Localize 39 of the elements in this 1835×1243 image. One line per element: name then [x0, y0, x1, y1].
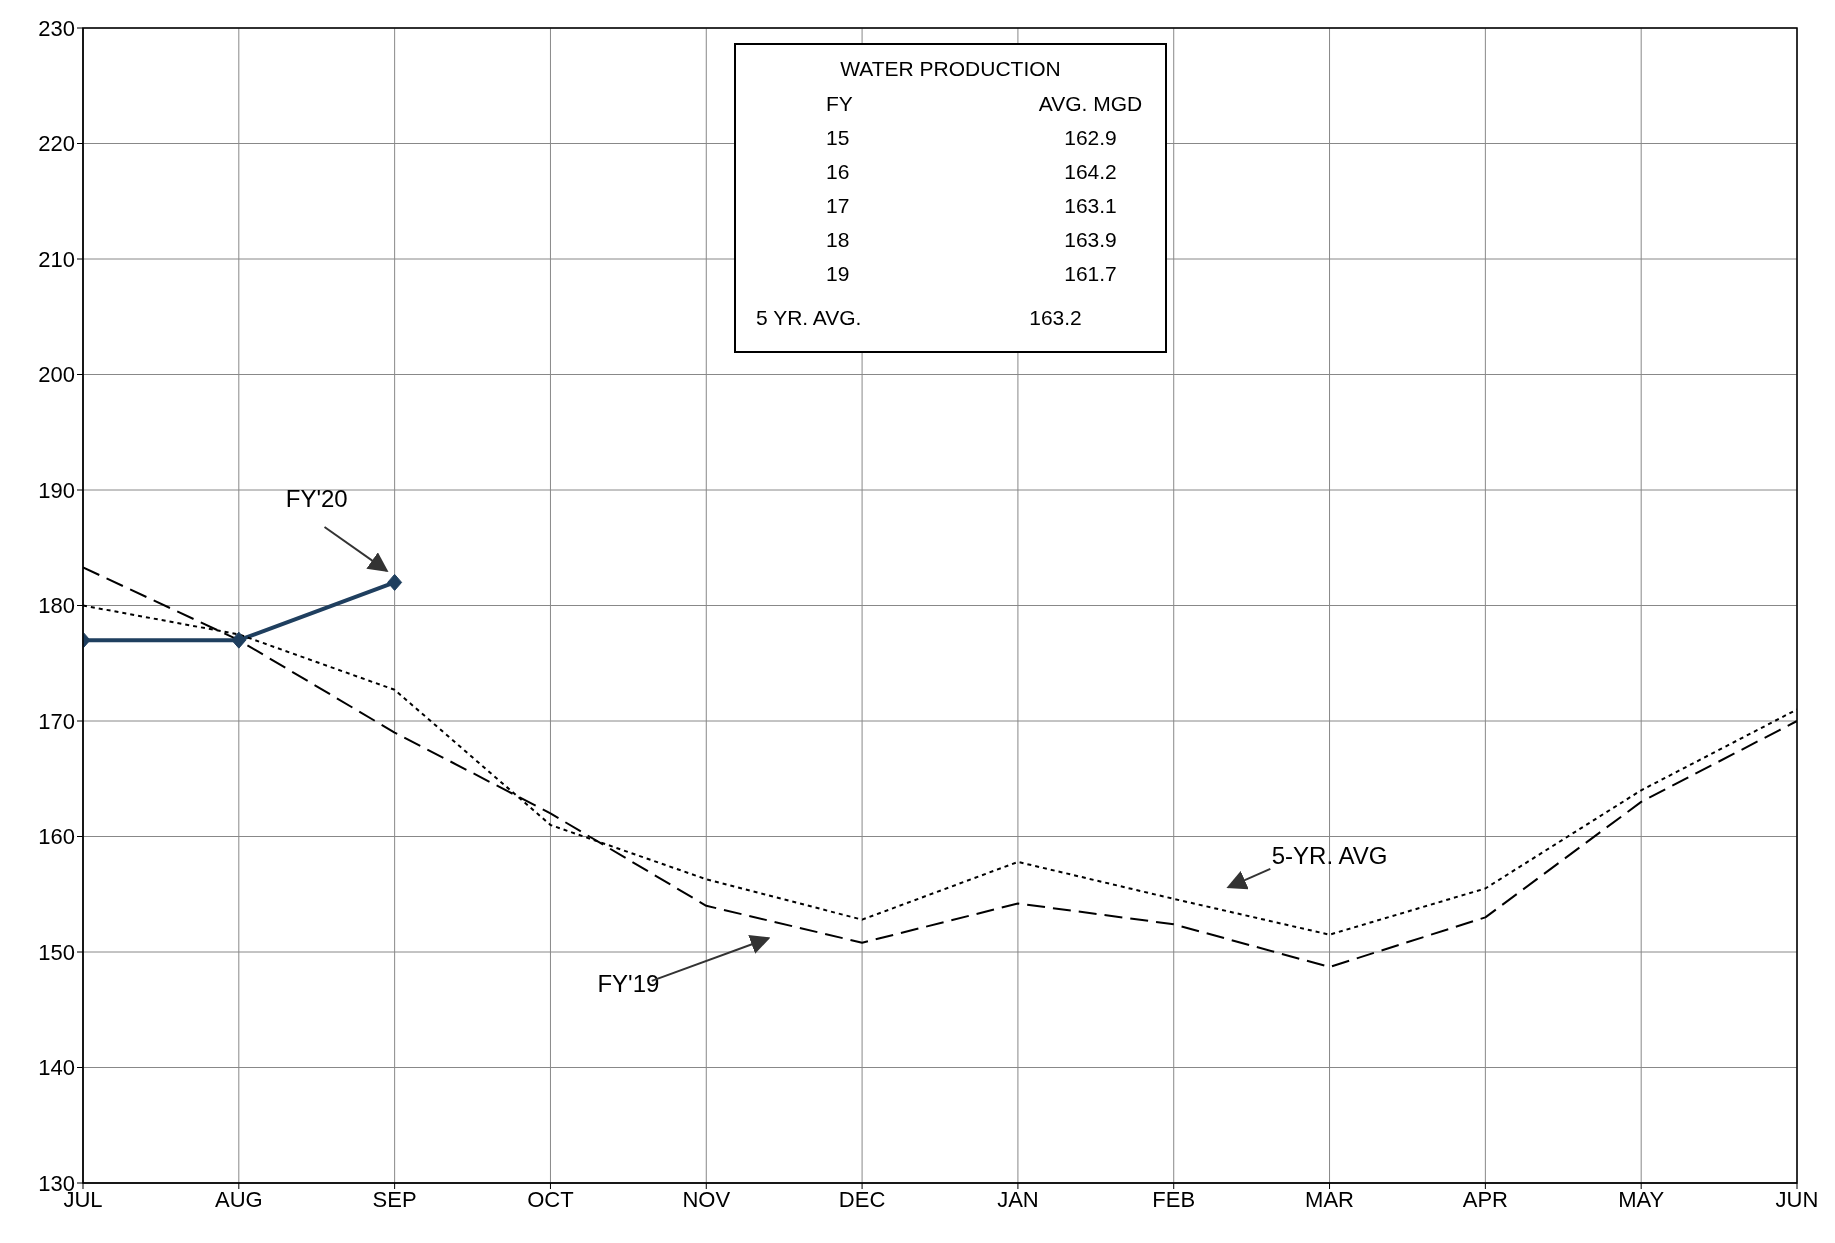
x-tick-label: MAY — [1618, 1186, 1665, 1212]
text: FY'19 — [597, 970, 660, 998]
annotation: 164.2 — [1063, 159, 1118, 185]
y-tick-label: 170 — [38, 708, 75, 734]
annotation: AVG. MGD — [1037, 91, 1144, 117]
annotation: WATER PRODUCTION — [839, 57, 1062, 81]
annotation: 17 — [825, 193, 851, 219]
x-tick-label: MAR — [1305, 1186, 1354, 1212]
x-tick-label: SEP — [372, 1186, 417, 1212]
text: FY'20 — [285, 485, 348, 513]
y-tick-label: 230 — [38, 15, 75, 41]
x-tick-label: NOV — [682, 1186, 731, 1212]
annotation: 163.9 — [1063, 227, 1118, 253]
y-tick-label: 150 — [38, 939, 75, 965]
series-label: 5-YR. AVG — [1271, 842, 1388, 870]
x-tick-label: FEB — [1152, 1186, 1196, 1212]
x-tick-label: DEC — [838, 1186, 886, 1212]
y-tick-label: 140 — [38, 1055, 75, 1081]
annotation: 16 — [825, 159, 851, 185]
annotation: 19 — [825, 261, 851, 287]
x-tick-label: AUG — [214, 1186, 263, 1212]
annotation: 161.7 — [1063, 261, 1118, 287]
annotation: 5 YR. AVG. — [756, 305, 863, 331]
annotation: 15 — [825, 125, 851, 151]
annotation: FY — [825, 91, 854, 117]
y-tick-label: 160 — [38, 824, 75, 850]
annotation: 163.1 — [1063, 193, 1118, 219]
x-tick-label: JUN — [1775, 1186, 1819, 1212]
y-tick-label: 200 — [38, 362, 75, 388]
y-tick-label: 210 — [38, 246, 75, 272]
y-tick-label: 180 — [38, 593, 75, 619]
x-tick-label: OCT — [527, 1186, 574, 1212]
x-tick-label: APR — [1462, 1186, 1508, 1212]
annotation: 162.9 — [1063, 125, 1118, 151]
x-tick-label: JAN — [997, 1186, 1039, 1212]
annotation: 163.2 — [1028, 305, 1083, 331]
annotation: 18 — [825, 227, 851, 253]
y-tick-label: 220 — [38, 131, 75, 157]
y-tick-label: 190 — [38, 477, 75, 503]
